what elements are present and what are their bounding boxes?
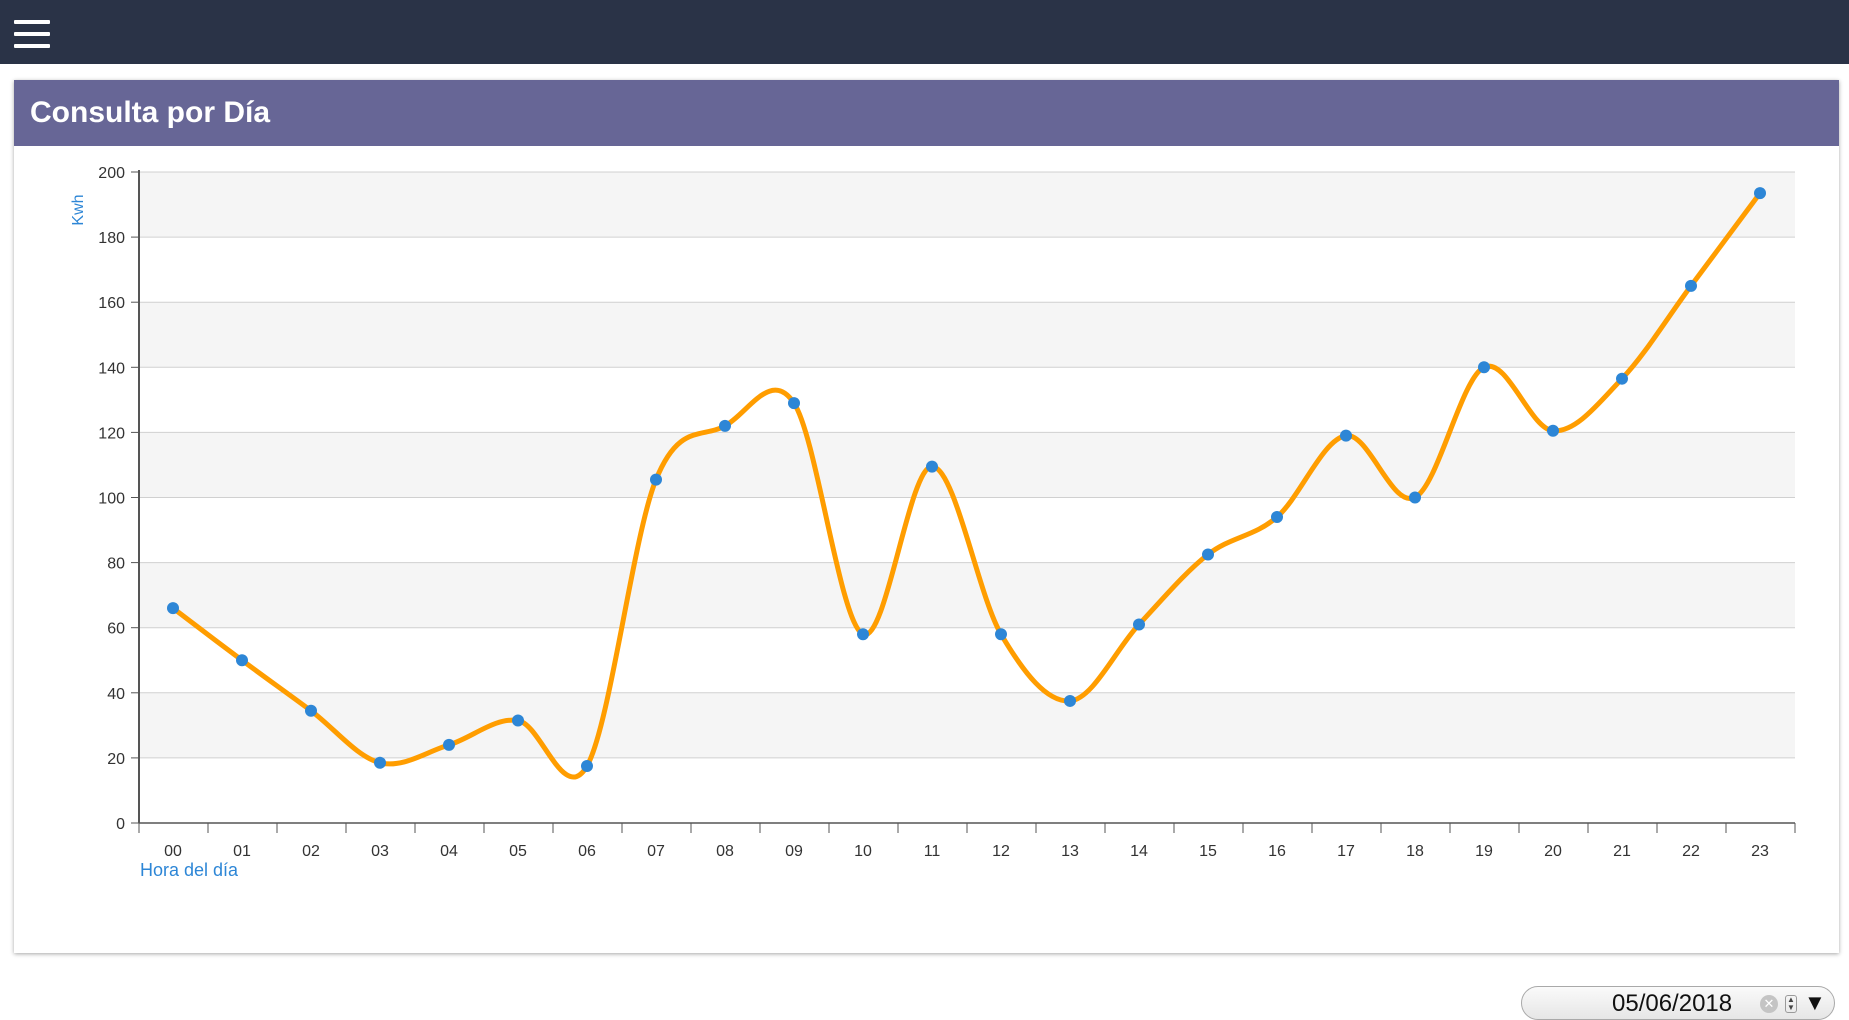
hamburger-menu-icon[interactable] <box>14 20 50 48</box>
data-point <box>1616 372 1628 385</box>
chart-card: Consulta por Día 0 20 40 60 80 100 120 140 160 18… <box>14 80 1839 1020</box>
data-point <box>1271 511 1283 524</box>
x-tick-label: 09 <box>785 843 803 860</box>
data-point <box>788 397 800 410</box>
top-bar <box>0 0 1849 64</box>
data-point <box>1685 279 1697 292</box>
dropdown-arrow-icon[interactable]: ▼ <box>1804 990 1826 1015</box>
data-point <box>305 704 317 717</box>
line-chart: 0 20 40 60 80 100 120 140 160 180 200 00 01 02 03 04 05… <box>70 165 1796 880</box>
card-header: Consulta por Día <box>14 80 1839 146</box>
x-tick-label: 10 <box>854 843 872 860</box>
y-tick-label: 20 <box>107 751 125 768</box>
x-tick-label: 08 <box>716 843 734 860</box>
plot-band <box>139 692 1795 758</box>
data-point <box>1409 491 1421 504</box>
data-point <box>1754 187 1766 200</box>
plot-band <box>139 562 1795 628</box>
x-tick-label: 23 <box>1751 843 1769 860</box>
data-point <box>167 602 179 615</box>
y-axis-title: Kwh <box>70 194 87 225</box>
data-point <box>512 714 524 727</box>
clear-icon[interactable]: ✕ <box>1760 995 1778 1013</box>
x-tick-label: 21 <box>1613 843 1631 860</box>
x-tick-label: 04 <box>440 843 458 860</box>
date-picker[interactable]: 05/06/2018 ✕ ▲ ▼ ▼ <box>1521 986 1835 1020</box>
y-tick-label: 180 <box>98 230 125 247</box>
x-tick-label: 19 <box>1475 843 1493 860</box>
data-point <box>236 654 248 667</box>
x-tick-label: 00 <box>164 843 182 860</box>
x-tick-label: 18 <box>1406 843 1424 860</box>
data-point <box>374 756 386 769</box>
x-tick-label: 06 <box>578 843 596 860</box>
data-point <box>1547 424 1559 437</box>
x-tick-label: 15 <box>1199 843 1217 860</box>
y-tick-label: 60 <box>107 621 125 638</box>
y-tick-label: 80 <box>107 556 125 573</box>
data-point <box>1340 429 1352 442</box>
data-point <box>995 628 1007 641</box>
x-tick-label: 22 <box>1682 843 1700 860</box>
gridlines <box>139 171 1795 824</box>
y-tick-label: 40 <box>107 686 125 703</box>
x-tick-label: 11 <box>924 843 941 860</box>
y-tick-label: 0 <box>116 816 125 833</box>
data-point <box>1202 548 1214 561</box>
x-tick-label: 01 <box>233 843 251 860</box>
plot-band <box>139 302 1795 368</box>
data-point <box>1478 361 1490 374</box>
spin-icon[interactable]: ▲ ▼ <box>1785 995 1797 1013</box>
data-point <box>650 473 662 486</box>
x-tick-label: 16 <box>1268 843 1286 860</box>
data-point <box>581 760 593 773</box>
plot-band <box>139 432 1795 498</box>
data-point <box>926 460 938 473</box>
y-axis-ticks: 0 20 40 60 80 100 120 140 160 180 200 <box>98 165 139 833</box>
y-tick-label: 200 <box>98 165 125 182</box>
plot-bands <box>139 172 1795 758</box>
y-tick-label: 100 <box>98 491 125 508</box>
x-tick-label: 02 <box>302 843 320 860</box>
x-tick-label: 14 <box>1130 843 1148 860</box>
data-point <box>443 738 455 751</box>
x-axis-title: Hora del día <box>140 860 239 880</box>
data-point <box>1133 618 1145 631</box>
x-axis-ticks: 00 01 02 03 04 05 06 07 08 09 10 11 12 13 14 15 16 17 18 19… <box>138 823 1796 860</box>
x-tick-label: 07 <box>647 843 665 860</box>
y-tick-label: 120 <box>98 425 125 442</box>
date-value[interactable]: 05/06/2018 <box>1612 990 1733 1017</box>
card-title: Consulta por Día <box>30 96 271 129</box>
data-point <box>719 419 731 432</box>
x-tick-label: 03 <box>371 843 389 860</box>
data-point <box>1064 694 1076 707</box>
y-tick-label: 140 <box>98 360 125 377</box>
x-tick-label: 12 <box>992 843 1010 860</box>
x-tick-label: 17 <box>1337 843 1355 860</box>
x-tick-label: 13 <box>1061 843 1079 860</box>
x-tick-label: 05 <box>509 843 527 860</box>
data-point <box>857 628 869 641</box>
plot-band <box>139 172 1795 238</box>
data-markers <box>167 187 1766 773</box>
y-tick-label: 160 <box>98 295 125 312</box>
x-tick-label: 20 <box>1544 843 1562 860</box>
